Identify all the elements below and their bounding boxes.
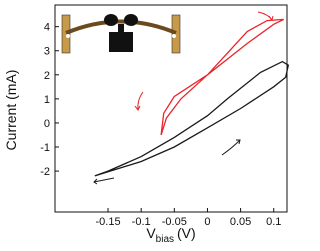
arrows — [93, 11, 274, 185]
y-tick-label: 4 — [44, 22, 50, 34]
data-line — [94, 60, 290, 177]
x-tick-label: 0.05 — [230, 216, 251, 228]
x-tick-label: -0.1 — [132, 216, 151, 228]
x-tick-label: 0 — [204, 216, 210, 228]
x-label-main: V — [146, 225, 156, 241]
data-line — [160, 18, 284, 136]
plot-frame — [54, 4, 288, 213]
y-axis-label: Current (mA) — [3, 70, 19, 151]
y-tick-label: -2 — [40, 166, 50, 178]
x-label-sub: bias — [156, 234, 174, 245]
y-tick-label: 3 — [44, 46, 50, 58]
x-axis-label: Vbias (V) — [146, 225, 195, 245]
x-tick-label: 0.1 — [266, 216, 281, 228]
y-tick-label: 0 — [44, 118, 50, 130]
y-tick-label: 2 — [44, 70, 50, 82]
x-tick-label: -0.15 — [95, 216, 120, 228]
chart: Current (mA) Vbias (V) -0.15 -0.1 -0.05 0 0.0… — [3, 4, 290, 245]
y-tick-label: -1 — [40, 142, 50, 154]
inset-schematic — [61, 14, 181, 54]
y-tick-label: 1 — [44, 94, 50, 106]
x-label-unit: (V) — [177, 225, 196, 241]
x-tick-label: -0.05 — [162, 216, 187, 228]
